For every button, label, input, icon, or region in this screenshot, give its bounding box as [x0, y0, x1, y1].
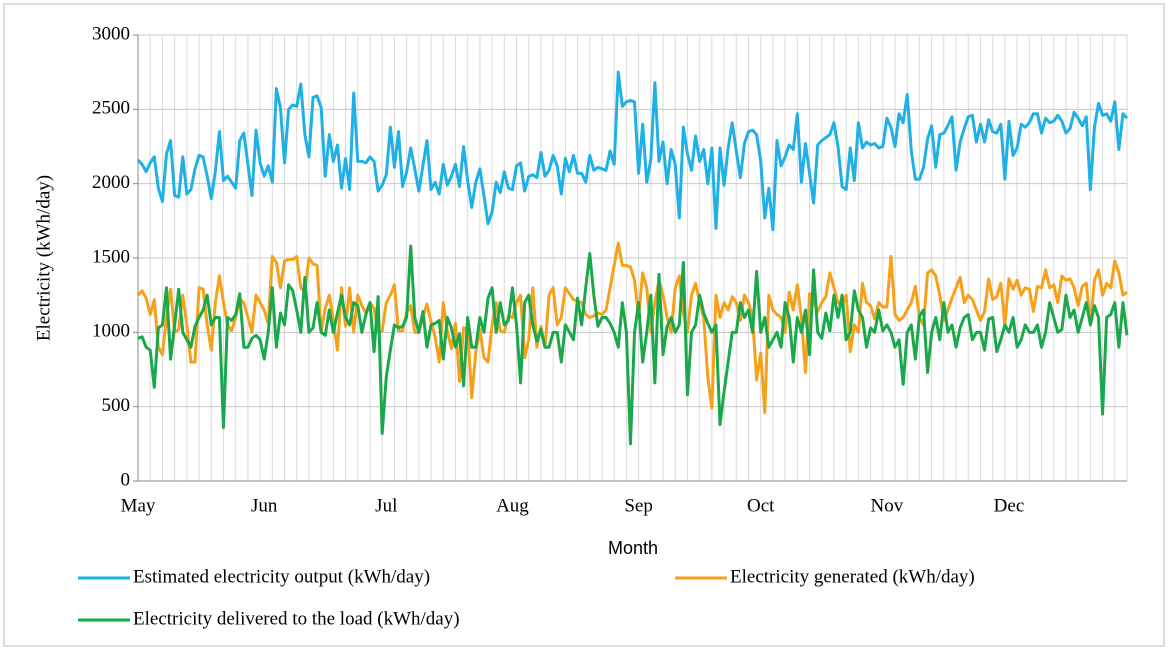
- x-tick-label: Dec: [994, 495, 1025, 516]
- legend-label: Electricity generated (kWh/day): [730, 566, 975, 587]
- series-line: [136, 70, 1129, 232]
- x-axis-label: Month: [608, 538, 658, 558]
- y-tick-label: 0: [121, 469, 131, 490]
- y-tick-label: 1500: [92, 246, 130, 267]
- legend-label: Estimated electricity output (kWh/day): [133, 566, 430, 587]
- y-axis-label: Electricity (kWh/day): [33, 175, 54, 341]
- y-tick-label: 2500: [92, 98, 130, 119]
- x-tick-label: Jun: [251, 495, 278, 516]
- y-tick-label: 3000: [92, 23, 130, 44]
- x-tick-label: Sep: [624, 495, 653, 516]
- x-tick-label: Oct: [747, 495, 775, 516]
- x-tick-label: Aug: [496, 495, 529, 516]
- y-tick-label: 500: [102, 395, 131, 416]
- series-line: [137, 244, 1129, 446]
- x-tick-label: May: [121, 495, 156, 516]
- legend-label: Electricity delivered to the load (kWh/d…: [133, 608, 460, 629]
- x-tick-label: Nov: [871, 495, 904, 516]
- x-tick-label: Jul: [375, 495, 397, 516]
- y-tick-label: 2000: [92, 172, 130, 193]
- y-tick-label: 1000: [92, 321, 130, 342]
